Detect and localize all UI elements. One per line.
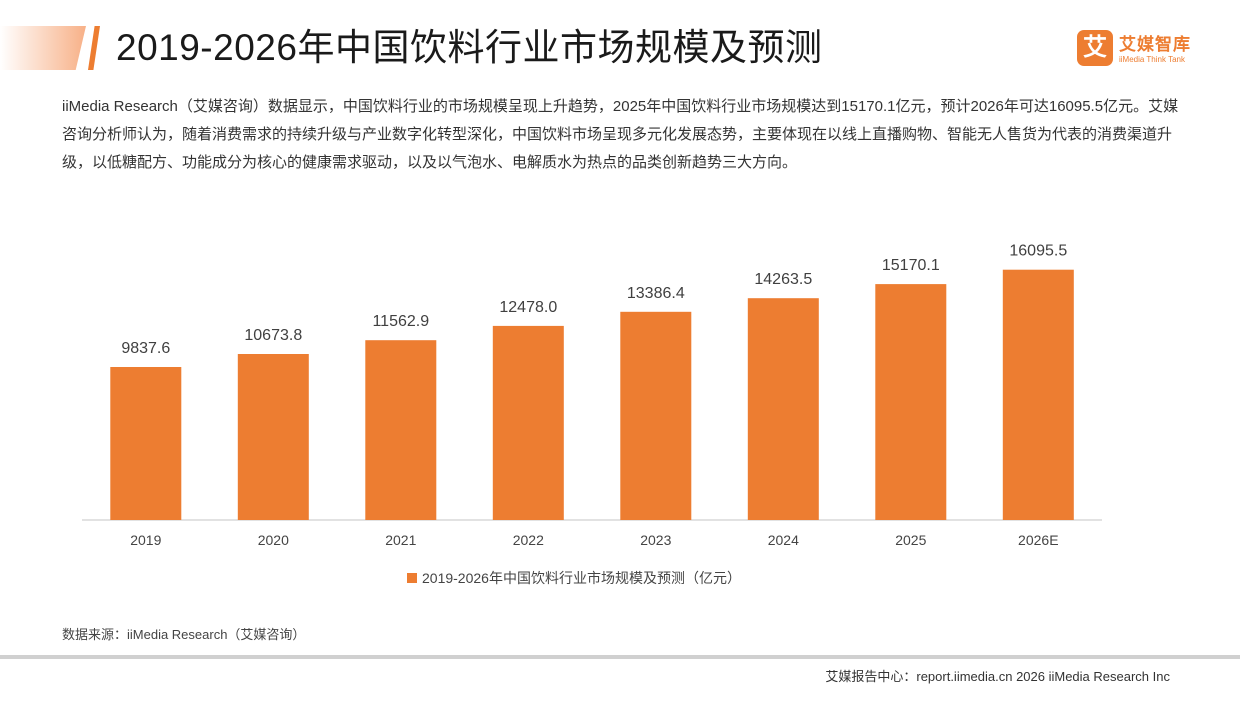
x-tick-label-2023: 2023 <box>640 532 671 548</box>
footer-text: 艾媒报告中心：report.iimedia.cn 2026 iiMedia Re… <box>825 669 1170 684</box>
intro-paragraph: iiMedia Research（艾媒咨询）数据显示，中国饮料行业的市场规模呈现… <box>62 98 1179 171</box>
legend-swatch <box>407 573 417 583</box>
bar-2023 <box>620 311 692 520</box>
brand-logo-icon: 艾 <box>1077 30 1113 66</box>
bar-2024 <box>747 298 819 520</box>
x-tick-label-2025: 2025 <box>895 532 926 548</box>
x-tick-label-2021: 2021 <box>385 532 416 548</box>
x-tick-label-2024: 2024 <box>768 532 799 548</box>
bar-2022 <box>492 325 564 520</box>
legend-label: 2019-2026年中国饮料行业市场规模及预测（亿元） <box>422 570 741 586</box>
x-tick-label-2019: 2019 <box>130 532 161 548</box>
data-source: 数据来源：iiMedia Research（艾媒咨询） <box>62 627 306 642</box>
data-label-2024: 14263.5 <box>754 271 812 288</box>
footer-band <box>0 655 1240 701</box>
data-label-2019: 9837.6 <box>121 340 170 357</box>
data-label-2023: 13386.4 <box>627 285 685 302</box>
bar-2025 <box>875 284 947 520</box>
x-tick-label-2026E: 2026E <box>1018 532 1058 548</box>
data-label-2020: 10673.8 <box>244 327 302 344</box>
bar-2021 <box>365 340 437 520</box>
bar-2019 <box>110 367 182 520</box>
header-accent-bar <box>0 26 86 70</box>
bar-2026E <box>1002 269 1074 520</box>
data-label-2025: 15170.1 <box>882 257 940 274</box>
data-label-2021: 11562.9 <box>372 313 429 330</box>
brand-tagline: iiMedia Think Tank <box>1119 55 1185 64</box>
brand-name: 艾媒智库 <box>1119 35 1191 54</box>
bar-2020 <box>237 354 309 520</box>
chart-legend: 2019-2026年中国饮料行业市场规模及预测（亿元） <box>407 568 741 588</box>
x-tick-label-2020: 2020 <box>258 532 289 548</box>
brand-logo: 艾 艾媒智库 iiMedia Think Tank <box>1077 30 1217 70</box>
data-label-2026E: 16095.5 <box>1009 243 1067 260</box>
page-title: 2019-2026年中国饮料行业市场规模及预测 <box>116 27 823 68</box>
x-tick-label-2022: 2022 <box>513 532 544 548</box>
data-label-2022: 12478.0 <box>499 299 557 316</box>
